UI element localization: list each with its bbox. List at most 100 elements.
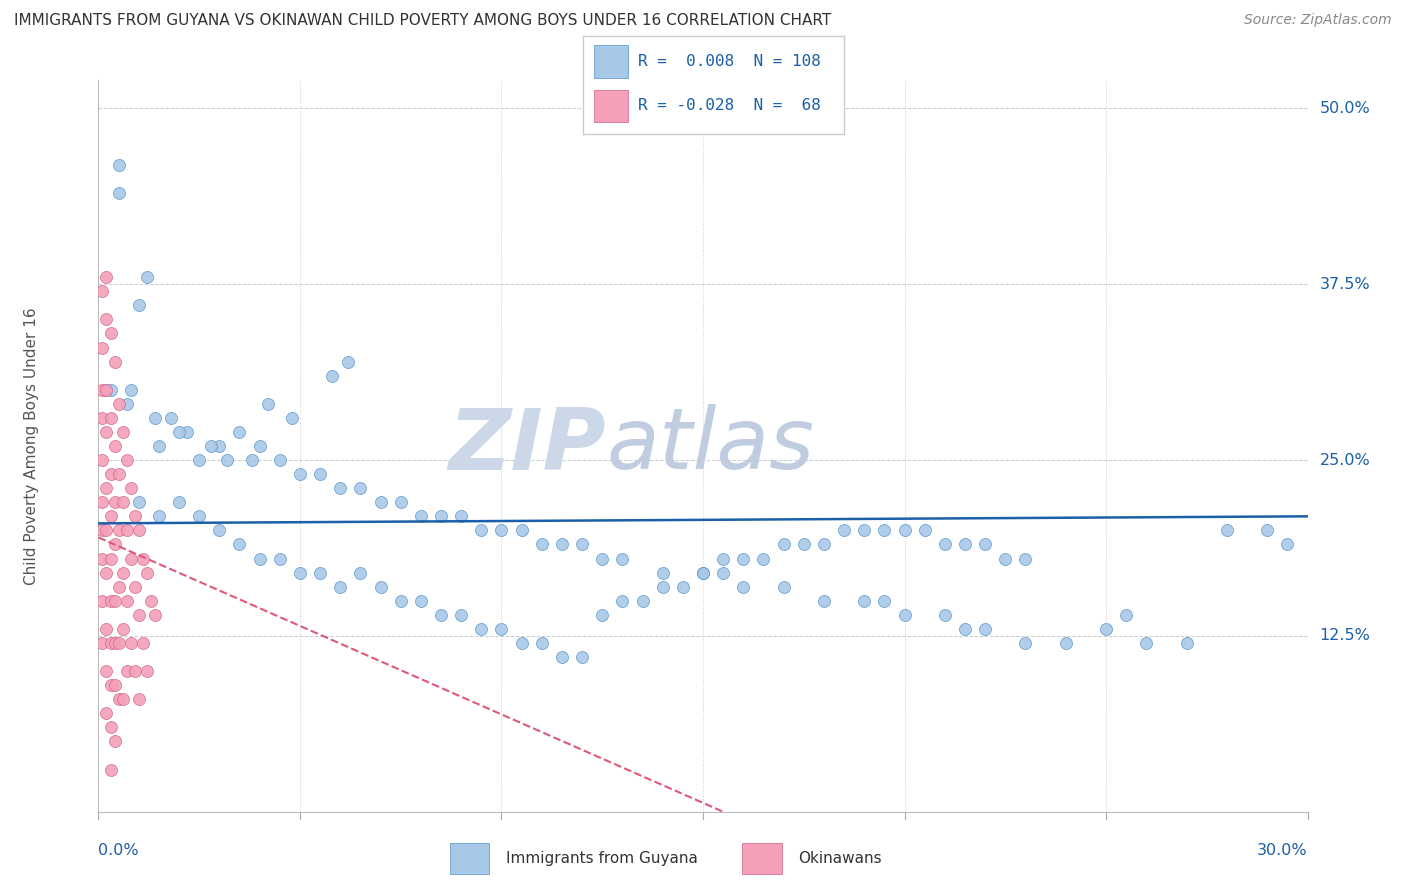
Text: IMMIGRANTS FROM GUYANA VS OKINAWAN CHILD POVERTY AMONG BOYS UNDER 16 CORRELATION: IMMIGRANTS FROM GUYANA VS OKINAWAN CHILD… — [14, 13, 831, 29]
Point — [1095, 622, 1118, 636]
Point — [974, 537, 997, 551]
Point — [103, 439, 125, 453]
Point — [692, 566, 714, 580]
Point — [249, 551, 271, 566]
Point — [120, 383, 142, 397]
Point — [128, 692, 150, 706]
Point — [934, 537, 956, 551]
Point — [349, 481, 371, 495]
Point — [772, 580, 794, 594]
Point — [934, 607, 956, 622]
Point — [530, 537, 553, 551]
Text: Source: ZipAtlas.com: Source: ZipAtlas.com — [1244, 13, 1392, 28]
Point — [148, 509, 170, 524]
Point — [813, 537, 835, 551]
Point — [551, 650, 574, 665]
Point — [188, 509, 211, 524]
Point — [974, 622, 997, 636]
Point — [111, 495, 134, 509]
Point — [1054, 636, 1077, 650]
Point — [100, 763, 122, 777]
Point — [873, 524, 896, 538]
Point — [329, 481, 352, 495]
Bar — [593, 45, 627, 78]
Point — [91, 495, 114, 509]
Point — [409, 593, 432, 607]
Point — [208, 524, 231, 538]
Point — [100, 383, 122, 397]
Text: 50.0%: 50.0% — [1320, 101, 1371, 116]
Point — [692, 566, 714, 580]
Point — [107, 467, 129, 482]
Point — [91, 383, 114, 397]
Point — [96, 706, 118, 721]
Point — [217, 453, 239, 467]
Point — [100, 410, 122, 425]
Point — [103, 734, 125, 748]
Point — [100, 593, 122, 607]
Point — [510, 636, 533, 650]
Point — [240, 453, 263, 467]
Point — [124, 580, 146, 594]
Point — [111, 425, 134, 439]
Point — [120, 551, 142, 566]
Point — [115, 664, 138, 678]
Point — [128, 524, 150, 538]
Point — [107, 692, 129, 706]
Point — [631, 593, 654, 607]
Point — [100, 720, 122, 734]
Point — [111, 622, 134, 636]
Point — [853, 524, 876, 538]
Point — [124, 509, 146, 524]
Point — [672, 580, 695, 594]
Point — [100, 678, 122, 692]
Point — [96, 622, 118, 636]
Point — [491, 622, 513, 636]
Point — [107, 397, 129, 411]
Point — [430, 509, 453, 524]
Point — [96, 481, 118, 495]
Point — [1014, 551, 1036, 566]
Point — [711, 566, 734, 580]
Text: 37.5%: 37.5% — [1320, 277, 1371, 292]
Point — [450, 509, 472, 524]
Point — [91, 453, 114, 467]
Point — [135, 566, 157, 580]
Point — [91, 410, 114, 425]
Bar — [742, 843, 782, 874]
Point — [91, 285, 114, 299]
Point — [103, 495, 125, 509]
Point — [107, 524, 129, 538]
Point — [103, 636, 125, 650]
Point — [1014, 636, 1036, 650]
Text: ZIP: ZIP — [449, 404, 606, 488]
Point — [321, 368, 343, 383]
Point — [1115, 607, 1137, 622]
Point — [530, 636, 553, 650]
Point — [228, 425, 250, 439]
Point — [143, 607, 166, 622]
Point — [470, 524, 492, 538]
Point — [409, 509, 432, 524]
Point — [128, 607, 150, 622]
Point — [96, 664, 118, 678]
Point — [111, 566, 134, 580]
Point — [96, 383, 118, 397]
Point — [733, 551, 755, 566]
Text: R = -0.028  N =  68: R = -0.028 N = 68 — [638, 98, 821, 113]
Point — [107, 580, 129, 594]
Point — [1216, 524, 1239, 538]
Point — [1175, 636, 1198, 650]
Point — [953, 622, 976, 636]
Text: Child Poverty Among Boys Under 16: Child Poverty Among Boys Under 16 — [24, 307, 39, 585]
Point — [167, 495, 190, 509]
Point — [571, 537, 593, 551]
Point — [160, 410, 183, 425]
Text: Immigrants from Guyana: Immigrants from Guyana — [506, 851, 697, 866]
Text: 12.5%: 12.5% — [1320, 628, 1371, 643]
Point — [470, 622, 492, 636]
Point — [651, 566, 673, 580]
Point — [853, 593, 876, 607]
Point — [103, 593, 125, 607]
Point — [571, 650, 593, 665]
